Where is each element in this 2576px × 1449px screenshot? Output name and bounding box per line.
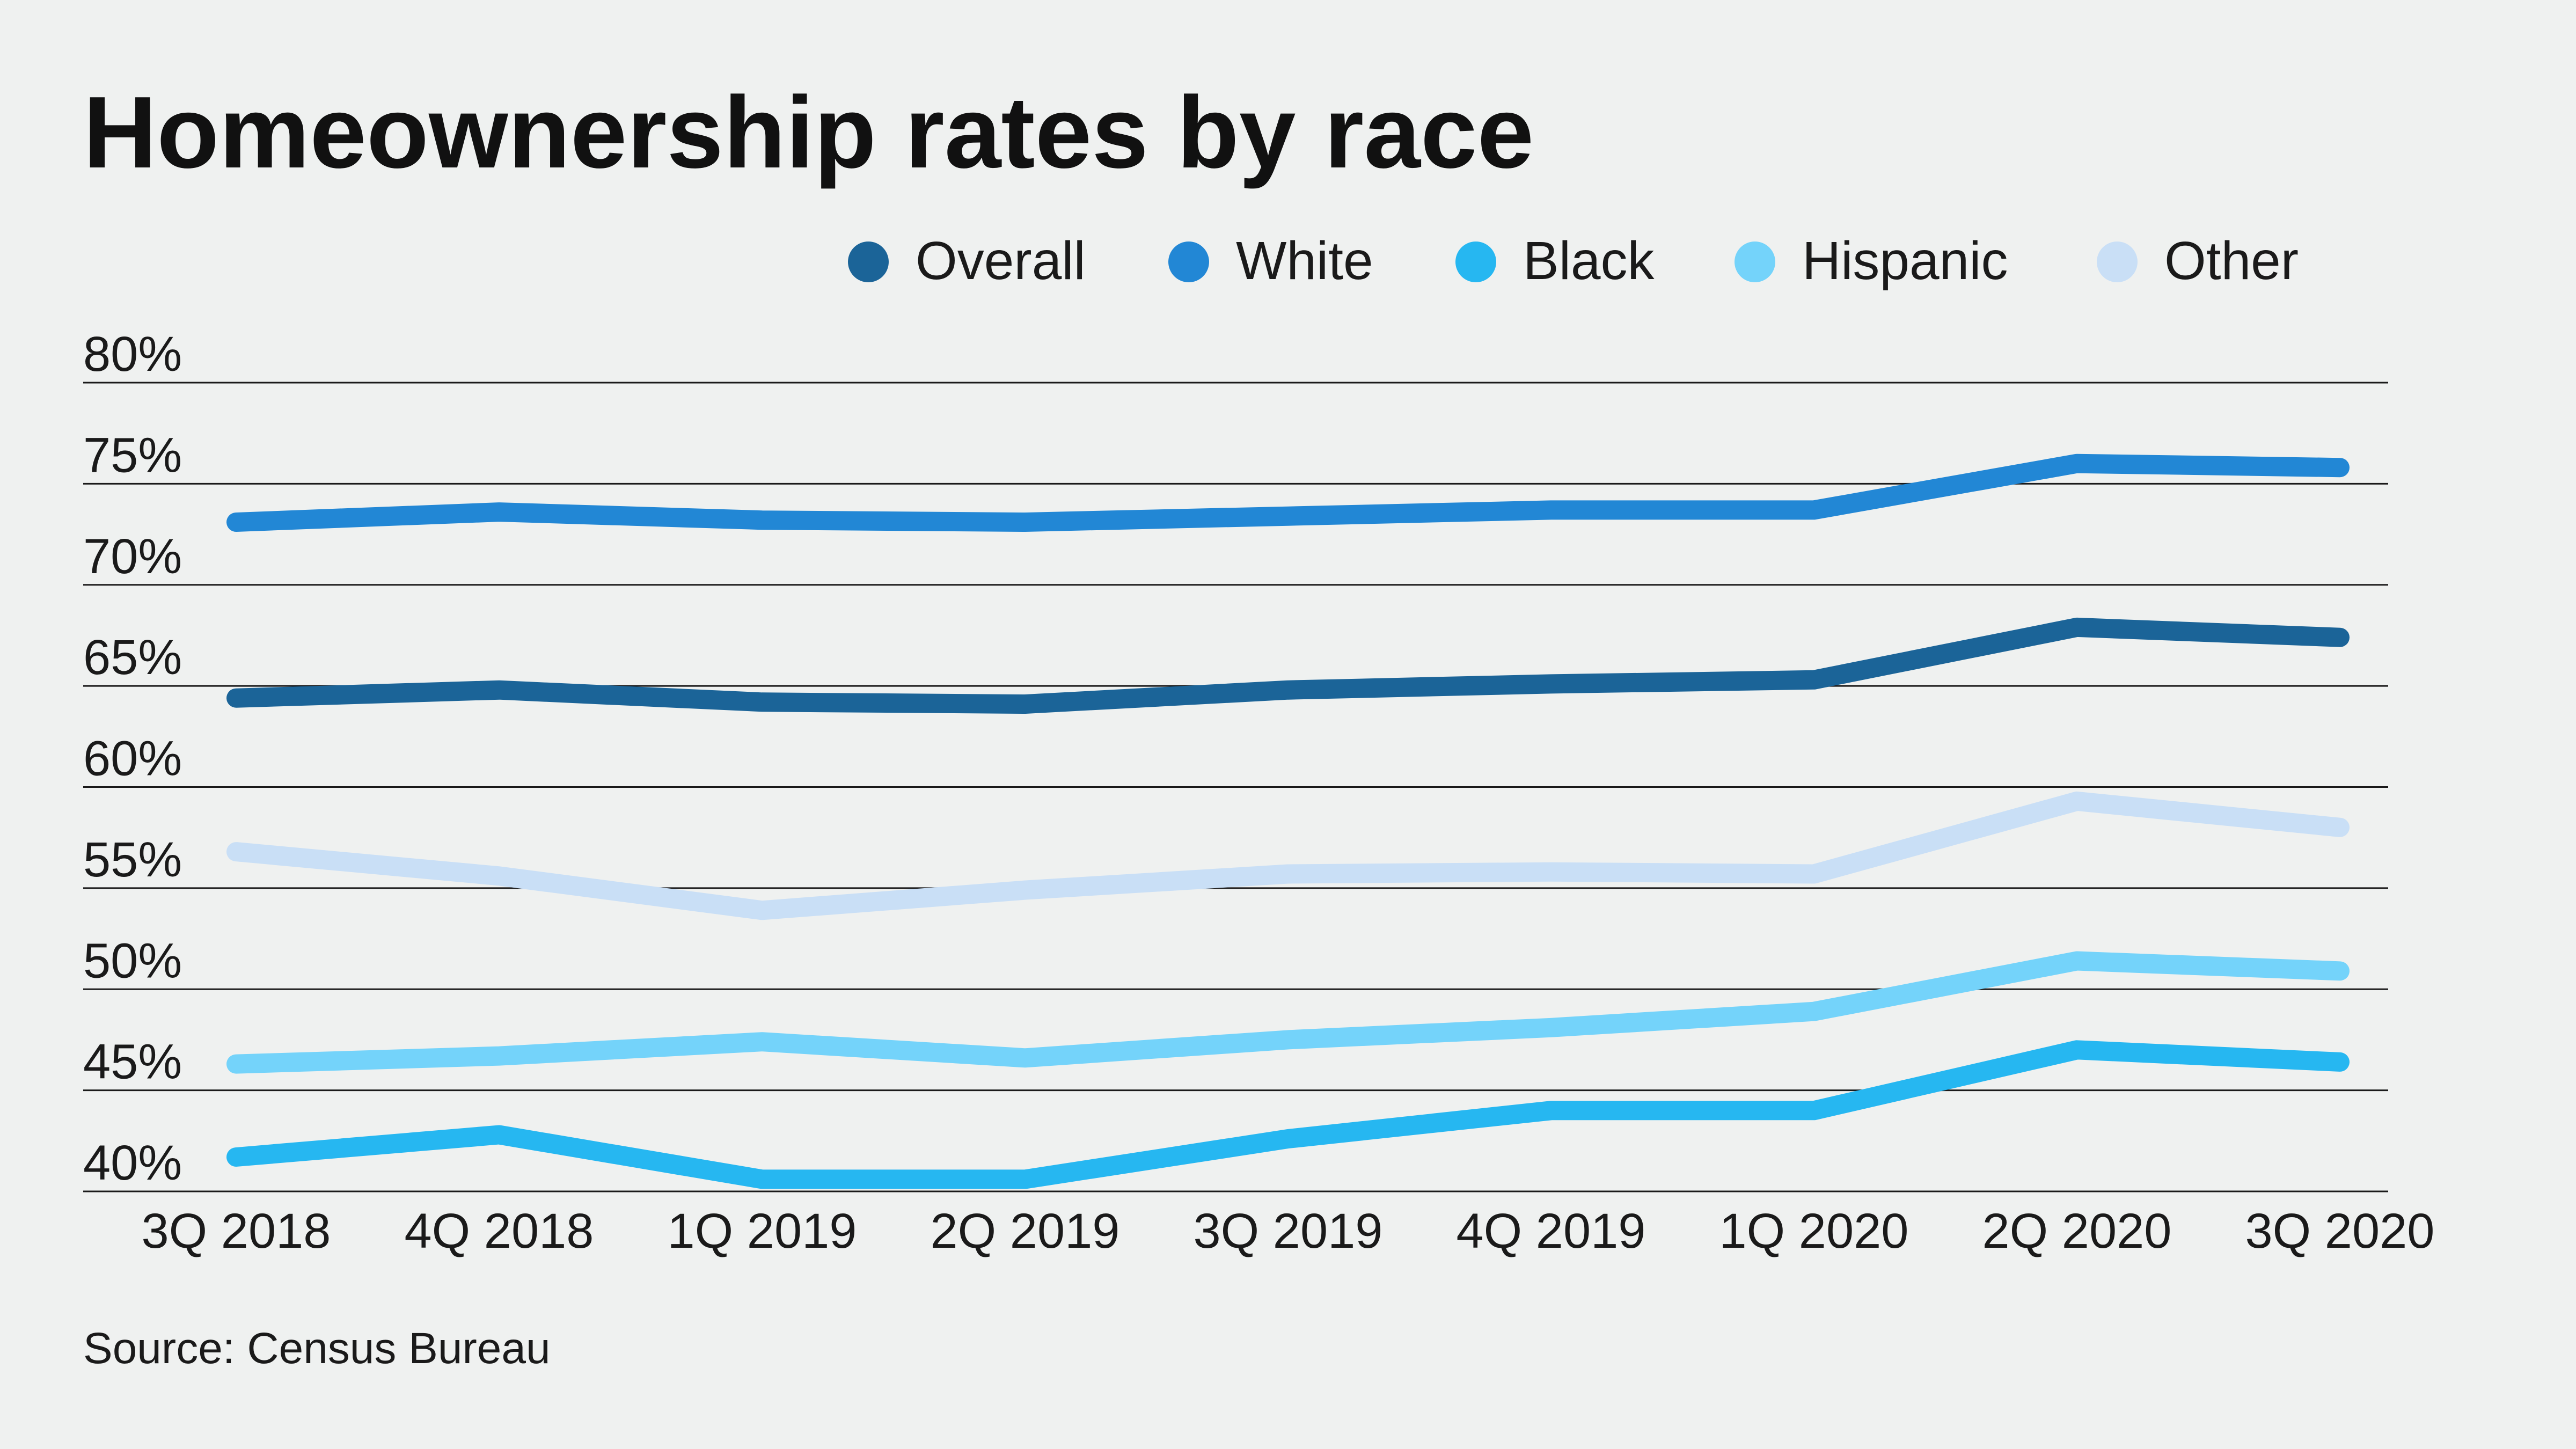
source-note: Source: Census Bureau <box>83 1324 551 1373</box>
legend-marker-overall <box>848 241 889 282</box>
series-line-black <box>226 1040 2350 1189</box>
y-tick-label: 70% <box>83 529 182 584</box>
x-tick-label: 3Q 2018 <box>142 1204 331 1258</box>
y-tick-label: 55% <box>83 832 182 887</box>
x-tick-label: 4Q 2018 <box>405 1204 594 1258</box>
chart-title: Homeownership rates by race <box>83 76 1534 189</box>
legend-marker-hispanic <box>1735 241 1775 282</box>
y-tick-label: 45% <box>83 1035 182 1089</box>
legend-label-other: Other <box>2164 231 2299 291</box>
legend-marker-white <box>1168 241 1209 282</box>
y-tick-label: 75% <box>83 428 182 482</box>
y-axis-ticks: 80% 75% 70% 65% 60% 55% 50% 45% 40% <box>83 327 182 1190</box>
series-lines <box>226 453 2350 1189</box>
legend-marker-other <box>2097 241 2138 282</box>
y-tick-label: 60% <box>83 731 182 786</box>
x-tick-label: 4Q 2019 <box>1457 1204 1646 1258</box>
y-tick-label: 50% <box>83 933 182 988</box>
x-tick-label: 3Q 2020 <box>2245 1204 2435 1258</box>
gridlines <box>83 382 2388 1192</box>
x-tick-label: 2Q 2020 <box>1982 1204 2172 1258</box>
x-tick-label: 2Q 2019 <box>931 1204 1120 1258</box>
series-line-other <box>226 791 2350 920</box>
x-tick-label: 3Q 2019 <box>1194 1204 1383 1258</box>
y-tick-label: 40% <box>83 1136 182 1190</box>
legend-label-black: Black <box>1523 231 1655 291</box>
y-tick-label: 80% <box>83 327 182 382</box>
x-tick-label: 1Q 2019 <box>668 1204 857 1258</box>
legend-marker-black <box>1455 241 1496 282</box>
series-line-white <box>226 453 2350 532</box>
series-line-hispanic <box>226 951 2350 1074</box>
legend: Overall White Black Hispanic Other <box>848 231 2299 291</box>
y-tick-label: 65% <box>83 630 182 685</box>
x-axis-ticks: 3Q 2018 4Q 2018 1Q 2019 2Q 2019 3Q 2019 4Q 20… <box>142 1204 2435 1258</box>
series-line-overall <box>226 617 2350 714</box>
legend-label-white: White <box>1236 231 1373 291</box>
x-tick-label: 1Q 2020 <box>1719 1204 1909 1258</box>
legend-label-hispanic: Hispanic <box>1802 231 2008 291</box>
legend-label-overall: Overall <box>916 231 1086 291</box>
